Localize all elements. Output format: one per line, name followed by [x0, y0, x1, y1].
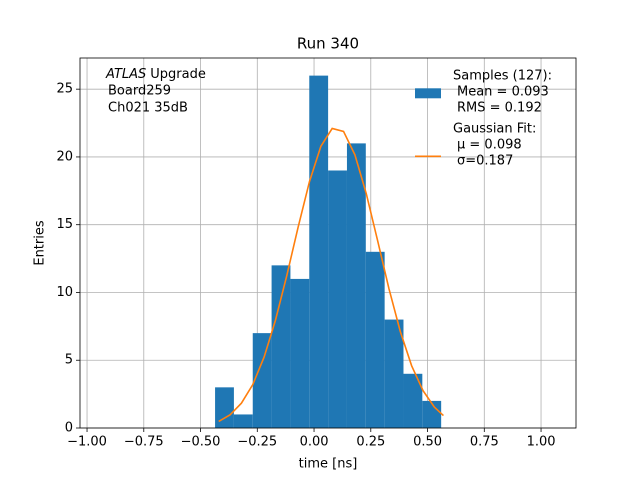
- legend-swatch: [415, 88, 441, 99]
- bar: [215, 387, 234, 428]
- legend-label: Samples (127):: [453, 69, 552, 84]
- chart-title: Run 340: [297, 35, 359, 53]
- annotation: ATLAS Upgrade: [105, 67, 206, 82]
- y-tick-label: 0: [65, 421, 73, 436]
- y-tick-label: 25: [56, 82, 73, 97]
- legend-detail: Mean = 0.093: [457, 85, 549, 100]
- bar: [346, 143, 366, 428]
- bar: [290, 278, 310, 428]
- x-tick-label: −0.50: [181, 435, 221, 450]
- annotation-text: Board259: [108, 84, 171, 99]
- bar: [403, 373, 423, 428]
- bar: [271, 265, 291, 428]
- legend-detail: μ = 0.098: [457, 138, 522, 153]
- y-tick-label: 20: [56, 149, 73, 164]
- bar: [233, 414, 253, 428]
- x-tick-label: −0.25: [237, 435, 277, 450]
- plot-frame: [79, 57, 577, 429]
- y-tick-label: 10: [56, 285, 73, 300]
- bar: [328, 170, 347, 428]
- y-tick-label: 5: [65, 353, 73, 368]
- annotation-text: Upgrade: [150, 67, 206, 82]
- x-tick-label: 0.75: [470, 435, 499, 450]
- bar: [365, 251, 385, 428]
- bar: [309, 75, 329, 428]
- y-tick-label: 15: [56, 217, 73, 232]
- legend-detail: RMS = 0.192: [457, 101, 542, 116]
- legend-label: Gaussian Fit:: [453, 122, 536, 137]
- legend-detail: σ=0.187: [457, 154, 513, 169]
- x-tick-label: −0.75: [124, 435, 164, 450]
- annotation-text: Ch021 35dB: [108, 101, 188, 116]
- annotation-italic: ATLAS: [105, 67, 146, 82]
- x-tick-label: 0.25: [356, 435, 385, 450]
- bar: [422, 400, 442, 428]
- bar: [252, 333, 272, 428]
- y-axis-label: Entries: [33, 220, 48, 266]
- x-tick-label: 0.50: [413, 435, 442, 450]
- x-axis-label: time [ns]: [299, 457, 358, 472]
- x-tick-label: −1.00: [67, 435, 107, 450]
- bar: [384, 319, 404, 428]
- x-tick-label: 1.00: [527, 435, 556, 450]
- x-tick-label: 0.00: [300, 435, 329, 450]
- fit-line: [218, 127, 444, 423]
